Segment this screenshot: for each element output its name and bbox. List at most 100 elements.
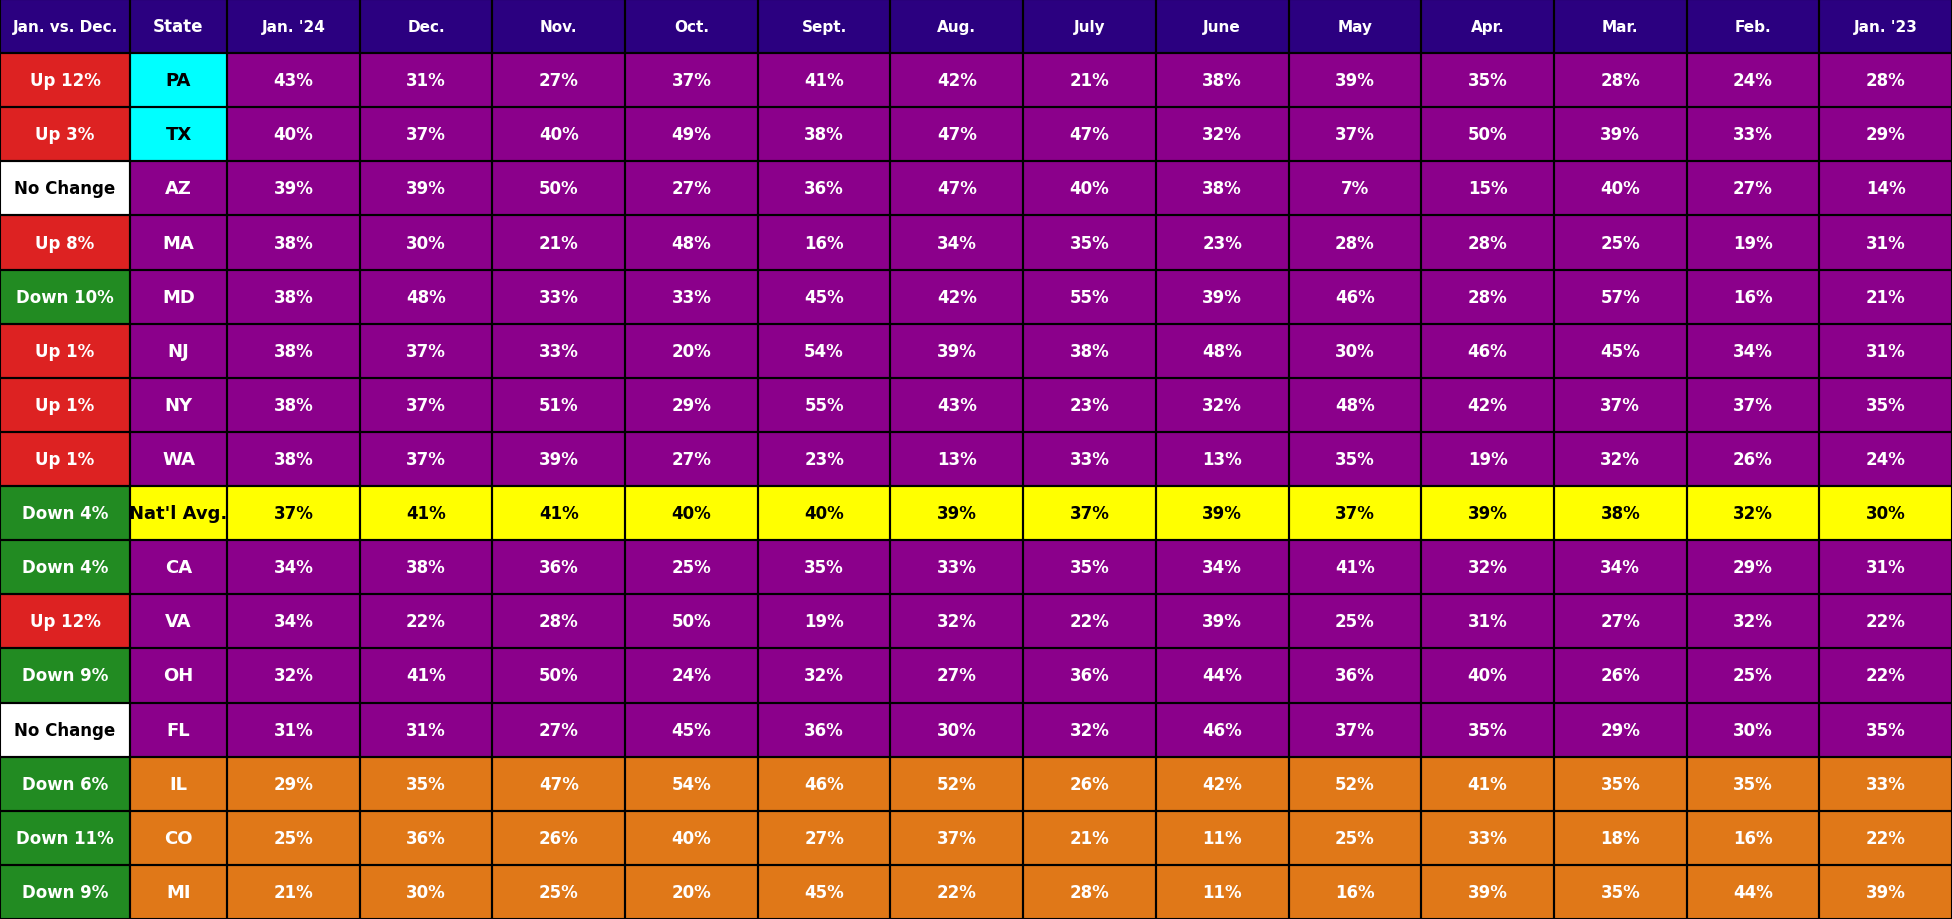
Bar [131, 486, 226, 540]
Text: WA: WA [162, 450, 195, 469]
Bar [625, 757, 757, 811]
Text: 40%: 40% [1601, 180, 1640, 199]
Bar [1421, 433, 1554, 486]
Bar [0, 0, 131, 54]
Bar [1023, 162, 1156, 216]
Bar [0, 865, 131, 919]
Bar [131, 703, 226, 757]
Text: 39%: 39% [1202, 505, 1241, 523]
Text: 23%: 23% [1070, 396, 1109, 414]
Bar [1023, 595, 1156, 649]
Bar [131, 811, 226, 865]
Bar [757, 108, 890, 162]
Text: 50%: 50% [539, 667, 578, 685]
Text: 36%: 36% [539, 559, 578, 576]
Bar [1156, 0, 1288, 54]
Bar [492, 108, 625, 162]
Text: 47%: 47% [539, 775, 578, 793]
Bar [1687, 649, 1819, 703]
Bar [1288, 379, 1421, 433]
Text: 41%: 41% [539, 505, 578, 523]
Bar [359, 486, 492, 540]
Bar [1288, 0, 1421, 54]
Bar [1687, 379, 1819, 433]
Bar [625, 108, 757, 162]
Bar [625, 649, 757, 703]
Bar [1156, 703, 1288, 757]
Bar [226, 216, 359, 270]
Bar [1687, 216, 1819, 270]
Bar [1156, 54, 1288, 108]
Bar [492, 379, 625, 433]
Bar [1421, 703, 1554, 757]
Bar [1156, 0, 1288, 54]
Bar [1819, 108, 1952, 162]
Bar [757, 54, 890, 108]
Bar [1156, 433, 1288, 486]
Bar [1156, 486, 1288, 540]
Text: 33%: 33% [539, 289, 578, 306]
Text: 38%: 38% [273, 234, 312, 252]
Text: Up 3%: Up 3% [35, 126, 96, 144]
Bar [1156, 433, 1288, 486]
Text: 20%: 20% [671, 883, 711, 901]
Text: 20%: 20% [671, 343, 711, 360]
Bar [359, 270, 492, 324]
Text: 33%: 33% [671, 289, 711, 306]
Bar [226, 486, 359, 540]
Text: State: State [154, 18, 203, 36]
Text: 36%: 36% [804, 720, 843, 739]
Text: 43%: 43% [273, 72, 312, 90]
Bar [1288, 865, 1421, 919]
Bar [1421, 379, 1554, 433]
Text: 26%: 26% [1601, 667, 1640, 685]
Bar [625, 324, 757, 379]
Bar [757, 108, 890, 162]
Bar [890, 757, 1023, 811]
Bar [890, 703, 1023, 757]
Text: 39%: 39% [1468, 505, 1507, 523]
Bar [1288, 486, 1421, 540]
Bar [492, 0, 625, 54]
Text: NJ: NJ [168, 343, 189, 360]
Bar [1819, 649, 1952, 703]
Bar [1819, 54, 1952, 108]
Text: OH: OH [164, 667, 193, 685]
Bar [625, 54, 757, 108]
Bar [1421, 595, 1554, 649]
Bar [757, 540, 890, 595]
Bar [1023, 811, 1156, 865]
Bar [131, 433, 226, 486]
Bar [1288, 54, 1421, 108]
Bar [131, 379, 226, 433]
Text: 22%: 22% [1866, 667, 1905, 685]
Bar [1288, 0, 1421, 54]
Bar [1554, 865, 1687, 919]
Text: 25%: 25% [273, 829, 312, 847]
Bar [625, 595, 757, 649]
Bar [1687, 54, 1819, 108]
Bar [625, 0, 757, 54]
Text: 34%: 34% [1202, 559, 1241, 576]
Text: 44%: 44% [1202, 667, 1241, 685]
Text: 25%: 25% [539, 883, 578, 901]
Bar [757, 486, 890, 540]
Bar [492, 54, 625, 108]
Text: 50%: 50% [1468, 126, 1507, 144]
Text: 35%: 35% [1601, 883, 1640, 901]
Text: 45%: 45% [804, 289, 843, 306]
Text: 29%: 29% [1866, 126, 1905, 144]
Bar [226, 865, 359, 919]
Bar [1023, 433, 1156, 486]
Bar [492, 649, 625, 703]
Bar [1819, 216, 1952, 270]
Bar [1554, 703, 1687, 757]
Text: 29%: 29% [671, 396, 711, 414]
Bar [1421, 757, 1554, 811]
Bar [1687, 108, 1819, 162]
Bar [1421, 216, 1554, 270]
Bar [625, 270, 757, 324]
Text: TX: TX [166, 126, 191, 144]
Bar [1288, 379, 1421, 433]
Text: 41%: 41% [804, 72, 843, 90]
